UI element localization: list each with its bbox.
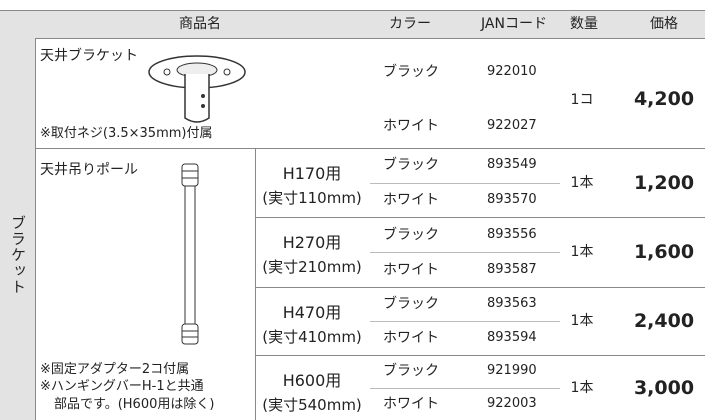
jan: 893563 xyxy=(487,296,537,311)
color: ブラック xyxy=(383,157,439,174)
border xyxy=(0,10,705,11)
price: 3,000 xyxy=(633,376,695,399)
product-note: 部品です。(H600用は除く) xyxy=(54,397,215,412)
header-cell: 価格 xyxy=(650,16,678,32)
size-label: H470用 xyxy=(282,303,342,322)
size-actual: (実寸410mm) xyxy=(262,328,362,346)
product-name: 天井ブラケット xyxy=(40,48,138,64)
product-note: ※取付ネジ(3.5×35mm)付属 xyxy=(40,126,213,141)
size-label: H270用 xyxy=(282,233,342,252)
color: ホワイト xyxy=(383,261,439,278)
qty: 1本 xyxy=(570,174,594,191)
border-light xyxy=(370,252,560,253)
border xyxy=(255,287,705,288)
category: ブラケット xyxy=(9,215,27,295)
jan: 922003 xyxy=(487,395,537,411)
price: 4,200 xyxy=(633,88,695,110)
pole-icon xyxy=(181,163,199,345)
border xyxy=(35,38,705,39)
header-cell: カラー xyxy=(389,16,431,32)
color: ブラック xyxy=(383,296,439,312)
color: ホワイト xyxy=(383,395,439,412)
qty: 1本 xyxy=(570,313,594,329)
jan: 893587 xyxy=(487,261,537,277)
color: ブラック xyxy=(383,64,439,80)
qty: 1本 xyxy=(570,244,594,260)
border xyxy=(35,148,705,149)
size-actual: (実寸540mm) xyxy=(262,396,362,414)
border-light xyxy=(370,388,560,389)
qty: 1コ xyxy=(570,92,594,108)
jan: 921990 xyxy=(487,363,537,379)
color: ホワイト xyxy=(383,118,439,134)
size-actual: (実寸110mm) xyxy=(262,189,362,207)
color: ブラック xyxy=(383,226,439,243)
color: ホワイト xyxy=(383,330,439,346)
price: 2,400 xyxy=(633,310,695,332)
header-cell: 数量 xyxy=(570,16,598,32)
jan: 893594 xyxy=(487,330,537,345)
header-cell: JANコード xyxy=(481,16,547,32)
size-label: H170用 xyxy=(282,164,342,183)
border xyxy=(35,38,36,420)
size-label: H600用 xyxy=(282,371,342,390)
jan: 893556 xyxy=(487,226,537,242)
product-note: ※ハンギングバーH-1と共通 xyxy=(40,379,204,394)
product-note: ※固定アダプター2コ付属 xyxy=(40,362,190,377)
category-bg xyxy=(0,38,35,420)
border-light xyxy=(370,183,560,184)
jan: 893549 xyxy=(487,157,537,173)
border xyxy=(255,355,705,356)
border xyxy=(255,217,705,218)
border-light xyxy=(370,321,560,322)
product-name: 天井吊りポール xyxy=(40,162,138,178)
bracket-icon xyxy=(148,55,246,123)
header-cell: 商品名 xyxy=(179,16,221,32)
color: ブラック xyxy=(383,363,439,380)
border xyxy=(255,148,256,420)
color: ホワイト xyxy=(383,191,439,208)
qty: 1本 xyxy=(570,379,594,396)
size-actual: (実寸210mm) xyxy=(262,258,362,276)
jan: 893570 xyxy=(487,191,537,207)
price: 1,600 xyxy=(633,241,695,263)
header-bg xyxy=(0,10,705,38)
jan: 922027 xyxy=(487,118,537,133)
price: 1,200 xyxy=(633,171,695,194)
jan: 922010 xyxy=(487,64,537,79)
